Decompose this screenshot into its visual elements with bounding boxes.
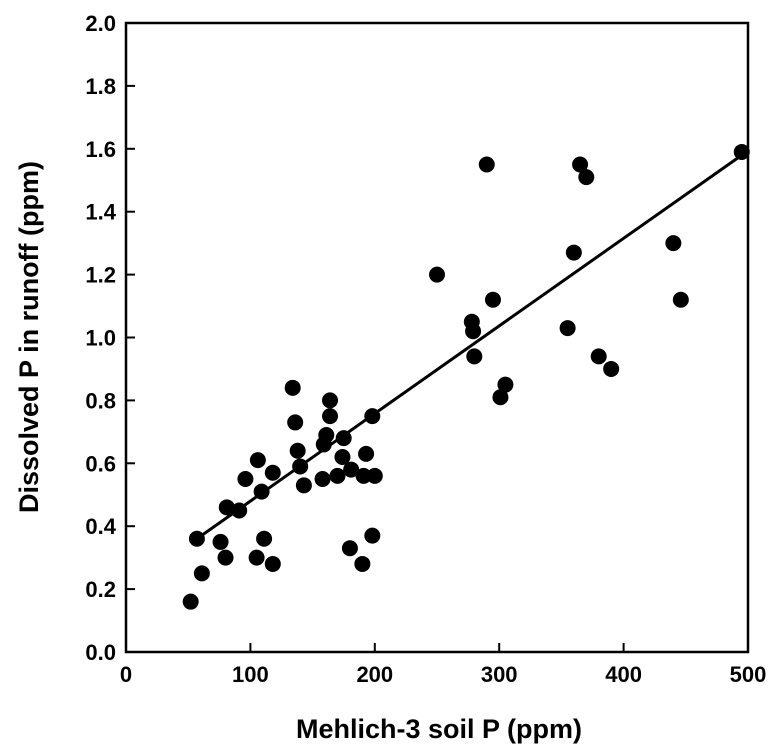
trendline — [196, 153, 743, 541]
data-point — [354, 555, 371, 572]
x-tick-label: 300 — [481, 662, 518, 687]
x-tick-label: 0 — [120, 662, 132, 687]
data-point — [733, 143, 750, 160]
data-point — [672, 291, 689, 308]
data-point — [578, 169, 595, 186]
y-tick-label: 1.2 — [85, 263, 116, 288]
data-point — [237, 471, 254, 488]
data-point — [355, 467, 372, 484]
data-point — [292, 458, 309, 475]
data-point — [212, 533, 229, 550]
data-point — [492, 389, 509, 406]
data-point — [343, 461, 360, 478]
data-point — [295, 477, 312, 494]
y-tick-label: 0.0 — [85, 640, 116, 665]
y-tick-label: 1.4 — [85, 200, 116, 225]
data-point — [590, 348, 607, 365]
data-point — [364, 408, 381, 425]
data-point — [322, 408, 339, 425]
data-point — [358, 445, 375, 462]
trendline-group — [196, 153, 743, 541]
data-point — [231, 502, 248, 519]
x-tick-label: 200 — [356, 662, 393, 687]
data-point — [248, 549, 265, 566]
data-point — [249, 452, 266, 469]
data-point — [253, 483, 270, 500]
data-point — [572, 156, 589, 173]
data-point — [478, 156, 495, 173]
data-point — [429, 266, 445, 283]
data-point — [218, 499, 235, 516]
data-point — [603, 360, 620, 377]
y-axis: 0.0 0.2 0.4 0.6 0.8 1.0 1.2 1.4 1.6 1.8 2.0 — [85, 11, 135, 665]
data-point — [193, 565, 210, 582]
x-tick-label: 100 — [232, 662, 269, 687]
data-point — [188, 530, 205, 547]
data-point — [314, 471, 331, 488]
y-tick-label: 0.4 — [85, 514, 116, 539]
x-axis: 0 100 200 300 400 500 — [120, 643, 766, 687]
y-tick-label: 2.0 — [85, 11, 116, 36]
data-point — [217, 549, 234, 566]
y-tick-label: 0.6 — [85, 451, 116, 476]
y-axis-title: Dissolved P in runoff (ppm) — [14, 161, 44, 513]
data-point — [329, 467, 346, 484]
y-tick-label: 0.2 — [85, 577, 116, 602]
data-points — [182, 143, 750, 610]
data-point — [466, 348, 483, 365]
data-point — [465, 323, 482, 340]
data-point — [484, 291, 501, 308]
data-point — [341, 540, 358, 557]
data-point — [318, 426, 335, 443]
data-point — [665, 235, 682, 252]
data-point — [287, 414, 304, 431]
y-tick-label: 1.8 — [85, 74, 116, 99]
data-point — [366, 467, 383, 484]
data-point — [182, 593, 199, 610]
data-point — [565, 244, 582, 261]
data-point — [335, 430, 352, 447]
y-tick-label: 1.0 — [85, 326, 116, 351]
y-tick-label: 1.6 — [85, 137, 116, 162]
data-point — [497, 376, 514, 393]
data-point — [264, 464, 281, 481]
y-tick-label: 0.8 — [85, 388, 116, 413]
data-point — [322, 392, 339, 409]
data-point — [559, 320, 576, 337]
data-point — [289, 442, 306, 459]
data-point — [264, 555, 281, 572]
x-tick-label: 400 — [605, 662, 642, 687]
data-point — [334, 449, 351, 466]
data-point — [364, 527, 381, 544]
data-point — [256, 530, 273, 547]
data-point — [284, 379, 301, 396]
x-tick-label: 500 — [730, 662, 767, 687]
x-axis-title: Mehlich-3 soil P (ppm) — [296, 714, 582, 744]
